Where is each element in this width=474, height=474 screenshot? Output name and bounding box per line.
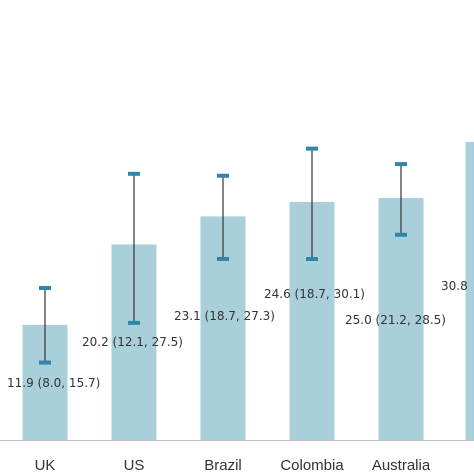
category-label-5: Australia <box>372 457 431 474</box>
data-label-1: 11.9 (8.0, 15.7) <box>7 376 100 390</box>
category-label-1: UK <box>35 457 56 474</box>
category-labels-group: UK US Brazil Colombia Australia <box>35 457 431 474</box>
data-labels-group: 11.9 (8.0, 15.7) 20.2 (12.1, 27.5) 23.1 (1… <box>7 279 468 390</box>
data-label-6: 30.8 <box>441 279 468 293</box>
category-label-3: Brazil <box>204 457 242 474</box>
bar-5 <box>378 198 424 440</box>
data-label-4: 24.6 (18.7, 30.1) <box>264 287 365 301</box>
category-label-4: Colombia <box>280 457 344 474</box>
data-label-5: 25.0 (21.2, 28.5) <box>345 313 446 327</box>
data-label-2: 20.2 (12.1, 27.5) <box>82 335 183 349</box>
category-label-2: US <box>124 457 145 474</box>
bars-group <box>22 141 474 440</box>
error-bars-group <box>39 146 407 365</box>
bar-6 <box>465 141 474 440</box>
data-label-3: 23.1 (18.7, 27.3) <box>174 309 275 323</box>
